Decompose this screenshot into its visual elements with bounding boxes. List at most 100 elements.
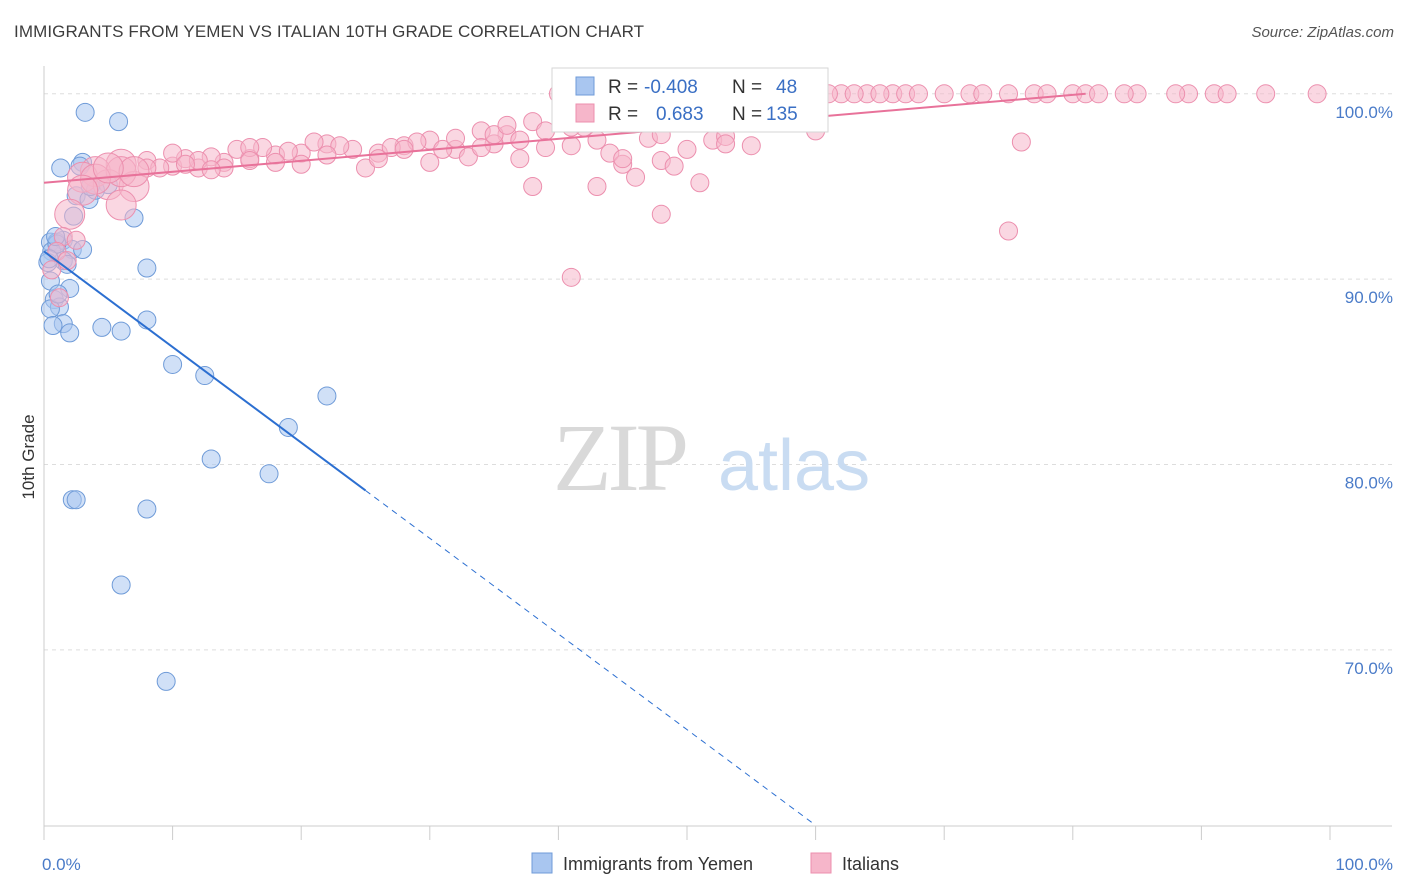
italians-point-128 [1011, 132, 1031, 152]
italians-point-109 [54, 198, 86, 230]
italians-point-79 [458, 147, 478, 167]
legend-italians-r-label: R = [608, 104, 638, 125]
italians-point-98 [368, 149, 388, 169]
legend-yemen-r-value: -0.408 [644, 77, 698, 98]
italians-point-89 [626, 167, 646, 187]
italians-point-44 [677, 139, 697, 159]
yemen-point-24 [43, 316, 63, 336]
italians-point-124 [240, 151, 260, 171]
yemen-point-1 [109, 112, 129, 132]
italians-point-81 [510, 130, 530, 150]
y-tick-label-0: 100.0% [1335, 103, 1393, 122]
y-axis-label: 10th Grade [19, 414, 38, 499]
italians-point-118 [536, 138, 556, 158]
italians-point-25 [1256, 84, 1276, 104]
italians-point-113 [57, 251, 77, 271]
italians-point-93 [664, 156, 684, 176]
italians-point-99 [317, 145, 337, 165]
italians-point-115 [118, 156, 150, 188]
italians-point-33 [870, 84, 890, 104]
yemen-point-33 [201, 449, 221, 469]
x-tick-label-0: 0.0% [42, 855, 81, 874]
italians-point-130 [561, 267, 581, 287]
yemen-point-39 [156, 671, 176, 691]
italians-point-91 [613, 149, 633, 169]
italians-point-17 [999, 84, 1018, 104]
y-tick-labels: 100.0% 90.0% 80.0% 70.0% [1335, 103, 1393, 678]
chart-source: Source: ZipAtlas.com [1251, 24, 1394, 41]
italians-point-75 [356, 158, 375, 178]
yemen-point-30 [195, 366, 215, 386]
yemen-point-0 [75, 102, 95, 122]
chart-title: IMMIGRANTS FROM YEMEN VS ITALIAN 10TH GR… [14, 22, 645, 41]
italians-point-39 [1166, 84, 1186, 104]
yemen-trend-extension [365, 490, 816, 826]
italians-point-133 [175, 154, 195, 174]
italians-point-35 [973, 84, 993, 104]
italians-point-116 [92, 152, 124, 184]
watermark-atlas: atlas [718, 426, 870, 506]
legend-italians-r-value: 0.683 [656, 104, 704, 125]
watermark: ZIP atlas [553, 404, 870, 511]
italians-point-26 [1307, 84, 1327, 104]
yemen-point-3 [51, 158, 71, 178]
italians-point-38 [1114, 84, 1134, 104]
legend-italians-n-value: 135 [766, 104, 798, 125]
italians-point-120 [497, 115, 517, 135]
axes [43, 66, 1392, 840]
italians-point-83 [561, 136, 581, 156]
italians-point-72 [278, 141, 298, 161]
yemen-point-38 [111, 575, 131, 595]
yemen-point-31 [317, 386, 337, 406]
yemen-point-26 [111, 321, 131, 341]
trend-lines [43, 92, 1086, 826]
italians-point-121 [471, 138, 491, 158]
italians-point-122 [420, 152, 440, 172]
legend-yemen-swatch [575, 76, 595, 96]
italians-point-24 [1217, 84, 1237, 104]
x-tick-label-1: 100.0% [1335, 855, 1393, 874]
bottom-legend-italians-swatch [810, 852, 832, 874]
italians-point-108 [67, 174, 99, 206]
italians-point-125 [651, 204, 671, 224]
yemen-point-29 [163, 354, 183, 374]
italians-point-37 [1037, 84, 1057, 104]
italians-point-74 [330, 136, 350, 156]
bottom-legend-yemen-label: Immigrants from Yemen [563, 854, 753, 874]
italians-point-96 [446, 128, 466, 148]
italians-point-45 [741, 136, 761, 156]
italians-point-111 [66, 230, 86, 250]
bottom-legend-yemen-swatch [531, 852, 553, 874]
italians-point-15 [934, 84, 954, 104]
legend-italians-n-label: N = [732, 104, 762, 125]
italians-point-132 [42, 260, 62, 280]
y-tick-label-2: 80.0% [1345, 474, 1393, 493]
italians-point-126 [690, 173, 710, 193]
italians-point-20 [1089, 84, 1109, 104]
yemen-point-34 [259, 464, 279, 484]
bottom-legend: Immigrants from Yemen Italians [531, 852, 899, 874]
watermark-zip: ZIP [553, 404, 686, 511]
yemen-point-17 [137, 258, 157, 278]
bottom-legend-italians-label: Italians [842, 854, 899, 874]
legend-yemen-r-label: R = [608, 77, 638, 98]
italians-point-73 [304, 132, 324, 152]
y-tick-label-1: 90.0% [1345, 288, 1393, 307]
italians-point-117 [587, 176, 607, 196]
yemen-point-25 [92, 317, 112, 337]
yemen-point-37 [137, 499, 157, 519]
y-tick-label-3: 70.0% [1345, 659, 1393, 678]
legend-yemen-n-label: N = [732, 77, 762, 98]
yemen-point-27 [60, 323, 80, 343]
italians-point-123 [291, 154, 311, 174]
legend-italians-swatch [575, 103, 595, 123]
legend-box: R = -0.408 N = 48 R = 0.683 N = 135 [551, 67, 829, 133]
italians-point-40 [523, 112, 543, 132]
italians-point-90 [523, 176, 543, 196]
legend-yemen-n-value: 48 [776, 77, 797, 98]
italians-point-129 [999, 221, 1018, 241]
italians-point-131 [49, 288, 69, 308]
italians-point-114 [105, 189, 137, 221]
yemen-trend-line [43, 250, 367, 492]
